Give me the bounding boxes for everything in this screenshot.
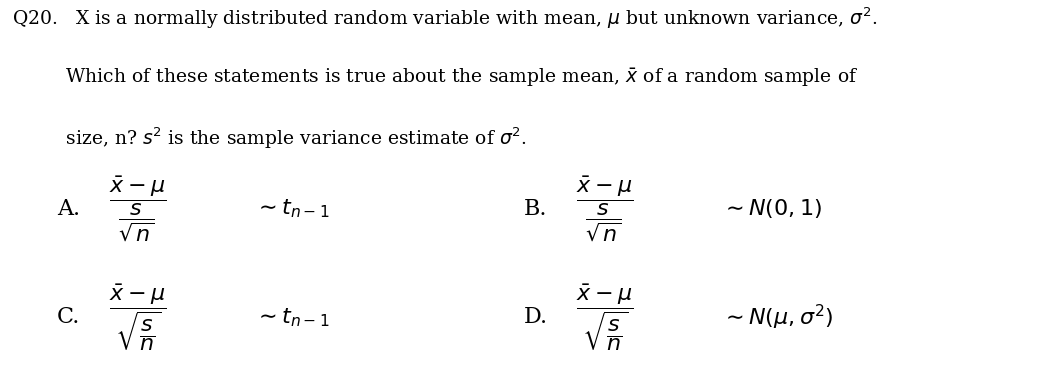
Text: $\sim N(0,1)$: $\sim N(0,1)$	[721, 197, 822, 221]
Text: Which of these statements is true about the sample mean, $\bar{x}$ of a random s: Which of these statements is true about …	[12, 66, 858, 89]
Text: Q20.   X is a normally distributed random variable with mean, $\mu$ but unknown : Q20. X is a normally distributed random …	[12, 6, 878, 31]
Text: C.: C.	[57, 307, 81, 328]
Text: $\sim N(\mu,\sigma^2)$: $\sim N(\mu,\sigma^2)$	[721, 303, 834, 332]
Text: $\dfrac{\bar{x}-\mu}{\sqrt{\dfrac{s}{n}}}$: $\dfrac{\bar{x}-\mu}{\sqrt{\dfrac{s}{n}}…	[576, 282, 633, 353]
Text: $\sim t_{n-1}$: $\sim t_{n-1}$	[254, 198, 330, 220]
Text: B.: B.	[524, 198, 548, 220]
Text: D.: D.	[524, 307, 548, 328]
Text: $\dfrac{\bar{x}-\mu}{\dfrac{s}{\sqrt{n}}}$: $\dfrac{\bar{x}-\mu}{\dfrac{s}{\sqrt{n}}…	[109, 175, 166, 243]
Text: size, n? $s^2$ is the sample variance estimate of $\sigma^2$.: size, n? $s^2$ is the sample variance es…	[12, 126, 527, 151]
Text: $\dfrac{\bar{x}-\mu}{\dfrac{s}{\sqrt{n}}}$: $\dfrac{\bar{x}-\mu}{\dfrac{s}{\sqrt{n}}…	[576, 175, 633, 243]
Text: A.: A.	[57, 198, 80, 220]
Text: $\sim t_{n-1}$: $\sim t_{n-1}$	[254, 306, 330, 329]
Text: $\dfrac{\bar{x}-\mu}{\sqrt{\dfrac{s}{n}}}$: $\dfrac{\bar{x}-\mu}{\sqrt{\dfrac{s}{n}}…	[109, 282, 166, 353]
